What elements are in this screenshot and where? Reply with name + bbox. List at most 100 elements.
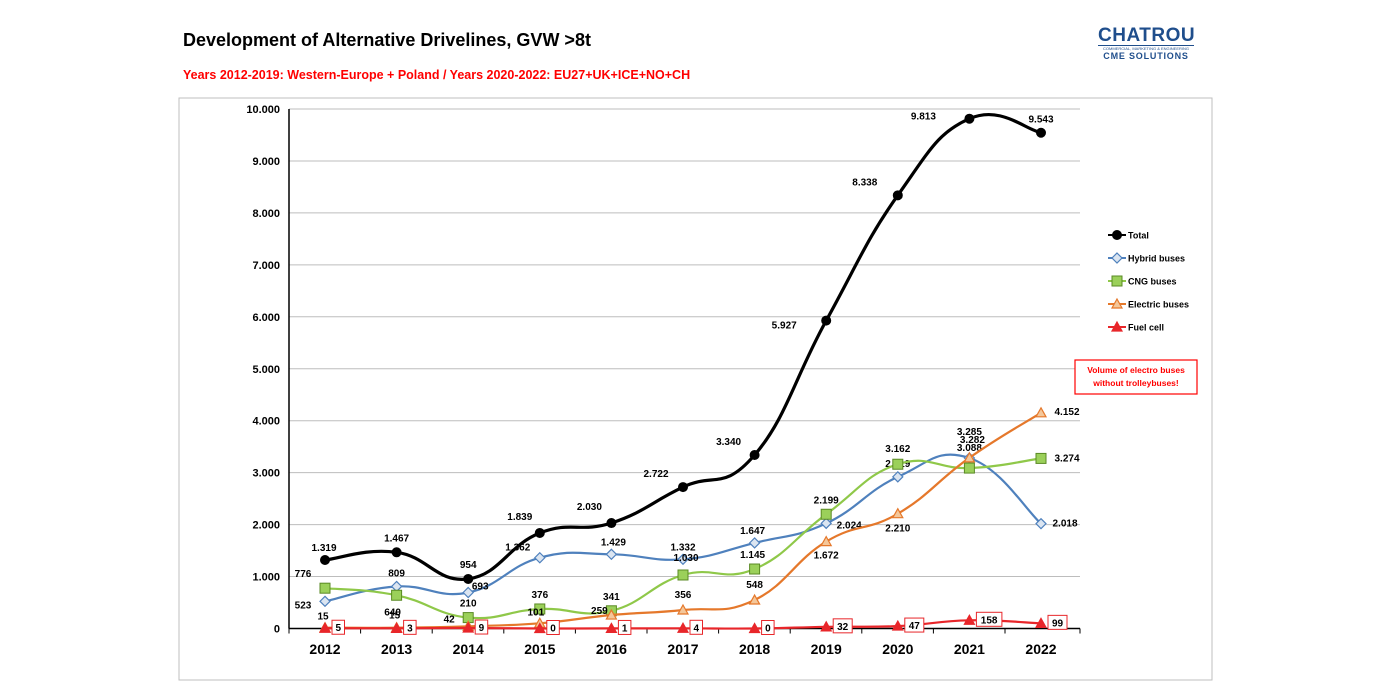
data-label: 3.340 xyxy=(716,437,741,448)
data-label: 99 xyxy=(1052,618,1064,629)
total-point xyxy=(749,449,760,460)
fuel-point xyxy=(891,619,904,631)
cng-point xyxy=(820,508,832,520)
total-point xyxy=(678,482,688,493)
legend-label-cng: CNG buses xyxy=(1128,277,1177,287)
electric-point xyxy=(605,608,618,620)
electric-series-line xyxy=(324,411,1042,629)
data-label: 1.429 xyxy=(601,537,626,548)
legend-marker-cng xyxy=(1111,275,1123,287)
data-label: 376 xyxy=(531,590,548,601)
fuel-point xyxy=(820,620,833,632)
legend-label-hybrid: Hybrid buses xyxy=(1128,254,1185,264)
data-label: 1.467 xyxy=(384,533,409,544)
legend-label-fuel: Fuel cell xyxy=(1128,323,1164,333)
y-tick-label: 1.000 xyxy=(252,572,280,584)
x-tick-label: 2013 xyxy=(381,641,412,657)
data-label: 1 xyxy=(622,623,628,634)
fuel-label-box xyxy=(474,619,489,635)
electric-point xyxy=(820,535,833,547)
legend-marker-fuel xyxy=(1110,320,1124,332)
data-label: 2.024 xyxy=(837,520,862,531)
data-label: 32 xyxy=(837,622,849,633)
y-tick-label: 10.000 xyxy=(246,104,280,116)
cng-point xyxy=(677,569,689,581)
hybrid-point xyxy=(748,537,761,549)
fuel-point xyxy=(748,622,761,634)
electric-point xyxy=(676,603,690,615)
data-label: 954 xyxy=(460,560,477,571)
data-label: 3.088 xyxy=(957,443,982,454)
y-tick-label: 5.000 xyxy=(252,364,280,376)
hybrid-point xyxy=(462,586,475,599)
y-tick-label: 7.000 xyxy=(252,260,280,272)
data-label: 2.210 xyxy=(885,524,910,535)
data-label: 809 xyxy=(388,568,405,579)
fuel-label-box xyxy=(689,619,703,635)
fuel-label-box xyxy=(904,617,925,633)
electric-point xyxy=(748,593,761,605)
x-tick-label: 2014 xyxy=(453,641,484,657)
data-label: 1.145 xyxy=(740,550,765,561)
data-label: 2.018 xyxy=(1052,519,1077,530)
logo-small-text: COMMERCIAL, MARKETING & ENGINEERING xyxy=(1098,45,1194,51)
hybrid-point xyxy=(319,595,331,608)
fuel-point xyxy=(605,622,618,634)
total-series-line xyxy=(324,112,1042,581)
data-label: 259 xyxy=(591,606,608,617)
legend-label-electric: Electric buses xyxy=(1128,300,1189,310)
data-label: 1.332 xyxy=(670,542,695,553)
x-tick-label: 2022 xyxy=(1025,641,1056,657)
annotation-line-2: without trolleybuses! xyxy=(1092,378,1179,388)
data-label: 210 xyxy=(460,599,477,610)
y-tick-label: 0 xyxy=(274,624,280,636)
data-label: 2.722 xyxy=(643,469,668,480)
data-label: 2.199 xyxy=(814,495,839,506)
electric-point xyxy=(1034,406,1048,418)
x-tick-label: 2019 xyxy=(811,641,842,657)
data-label: 3.282 xyxy=(960,435,985,446)
x-tick-label: 2018 xyxy=(739,641,770,657)
x-tick-label: 2016 xyxy=(596,641,627,657)
fuel-label-box xyxy=(617,619,632,635)
data-label: 42 xyxy=(444,614,456,625)
data-label: 640 xyxy=(384,607,401,618)
data-label: 101 xyxy=(527,607,544,618)
hybrid-point xyxy=(891,471,904,483)
x-tick-label: 2021 xyxy=(954,641,985,657)
annotation-box xyxy=(1074,359,1198,395)
total-point xyxy=(534,527,545,538)
data-label: 5 xyxy=(335,623,341,634)
total-point xyxy=(320,554,330,565)
fuel-point xyxy=(1034,617,1048,628)
x-tick-label: 2012 xyxy=(309,641,340,657)
fuel-point xyxy=(390,622,403,633)
data-label: 523 xyxy=(295,600,312,611)
data-label: 3.162 xyxy=(885,444,910,455)
hybrid-point xyxy=(820,517,833,530)
data-label: 0 xyxy=(550,624,556,635)
data-label: 3.285 xyxy=(957,427,982,438)
data-label: 4 xyxy=(693,623,699,634)
fuel-point xyxy=(676,622,690,633)
data-label: 1.672 xyxy=(814,551,839,562)
fuel-label-box xyxy=(1047,614,1068,630)
cng-point xyxy=(1035,452,1047,464)
legend-marker-total xyxy=(1112,230,1122,240)
cng-point xyxy=(391,589,403,601)
cng-point xyxy=(749,563,761,575)
data-label: 3 xyxy=(407,623,413,634)
data-label: 1.647 xyxy=(740,526,765,537)
chart-frame xyxy=(178,97,1213,681)
data-label: 9.813 xyxy=(911,112,936,123)
fuel-label-box xyxy=(975,611,1003,627)
fuel-label-box xyxy=(403,619,417,635)
data-label: 9 xyxy=(479,623,485,634)
fuel-label-box xyxy=(832,618,853,634)
total-point xyxy=(821,315,832,326)
y-tick-label: 2.000 xyxy=(252,520,280,532)
data-label: 9.543 xyxy=(1028,115,1053,126)
legend-marker-electric xyxy=(1110,297,1124,309)
logo-main-text: CHATROU xyxy=(1098,25,1196,46)
